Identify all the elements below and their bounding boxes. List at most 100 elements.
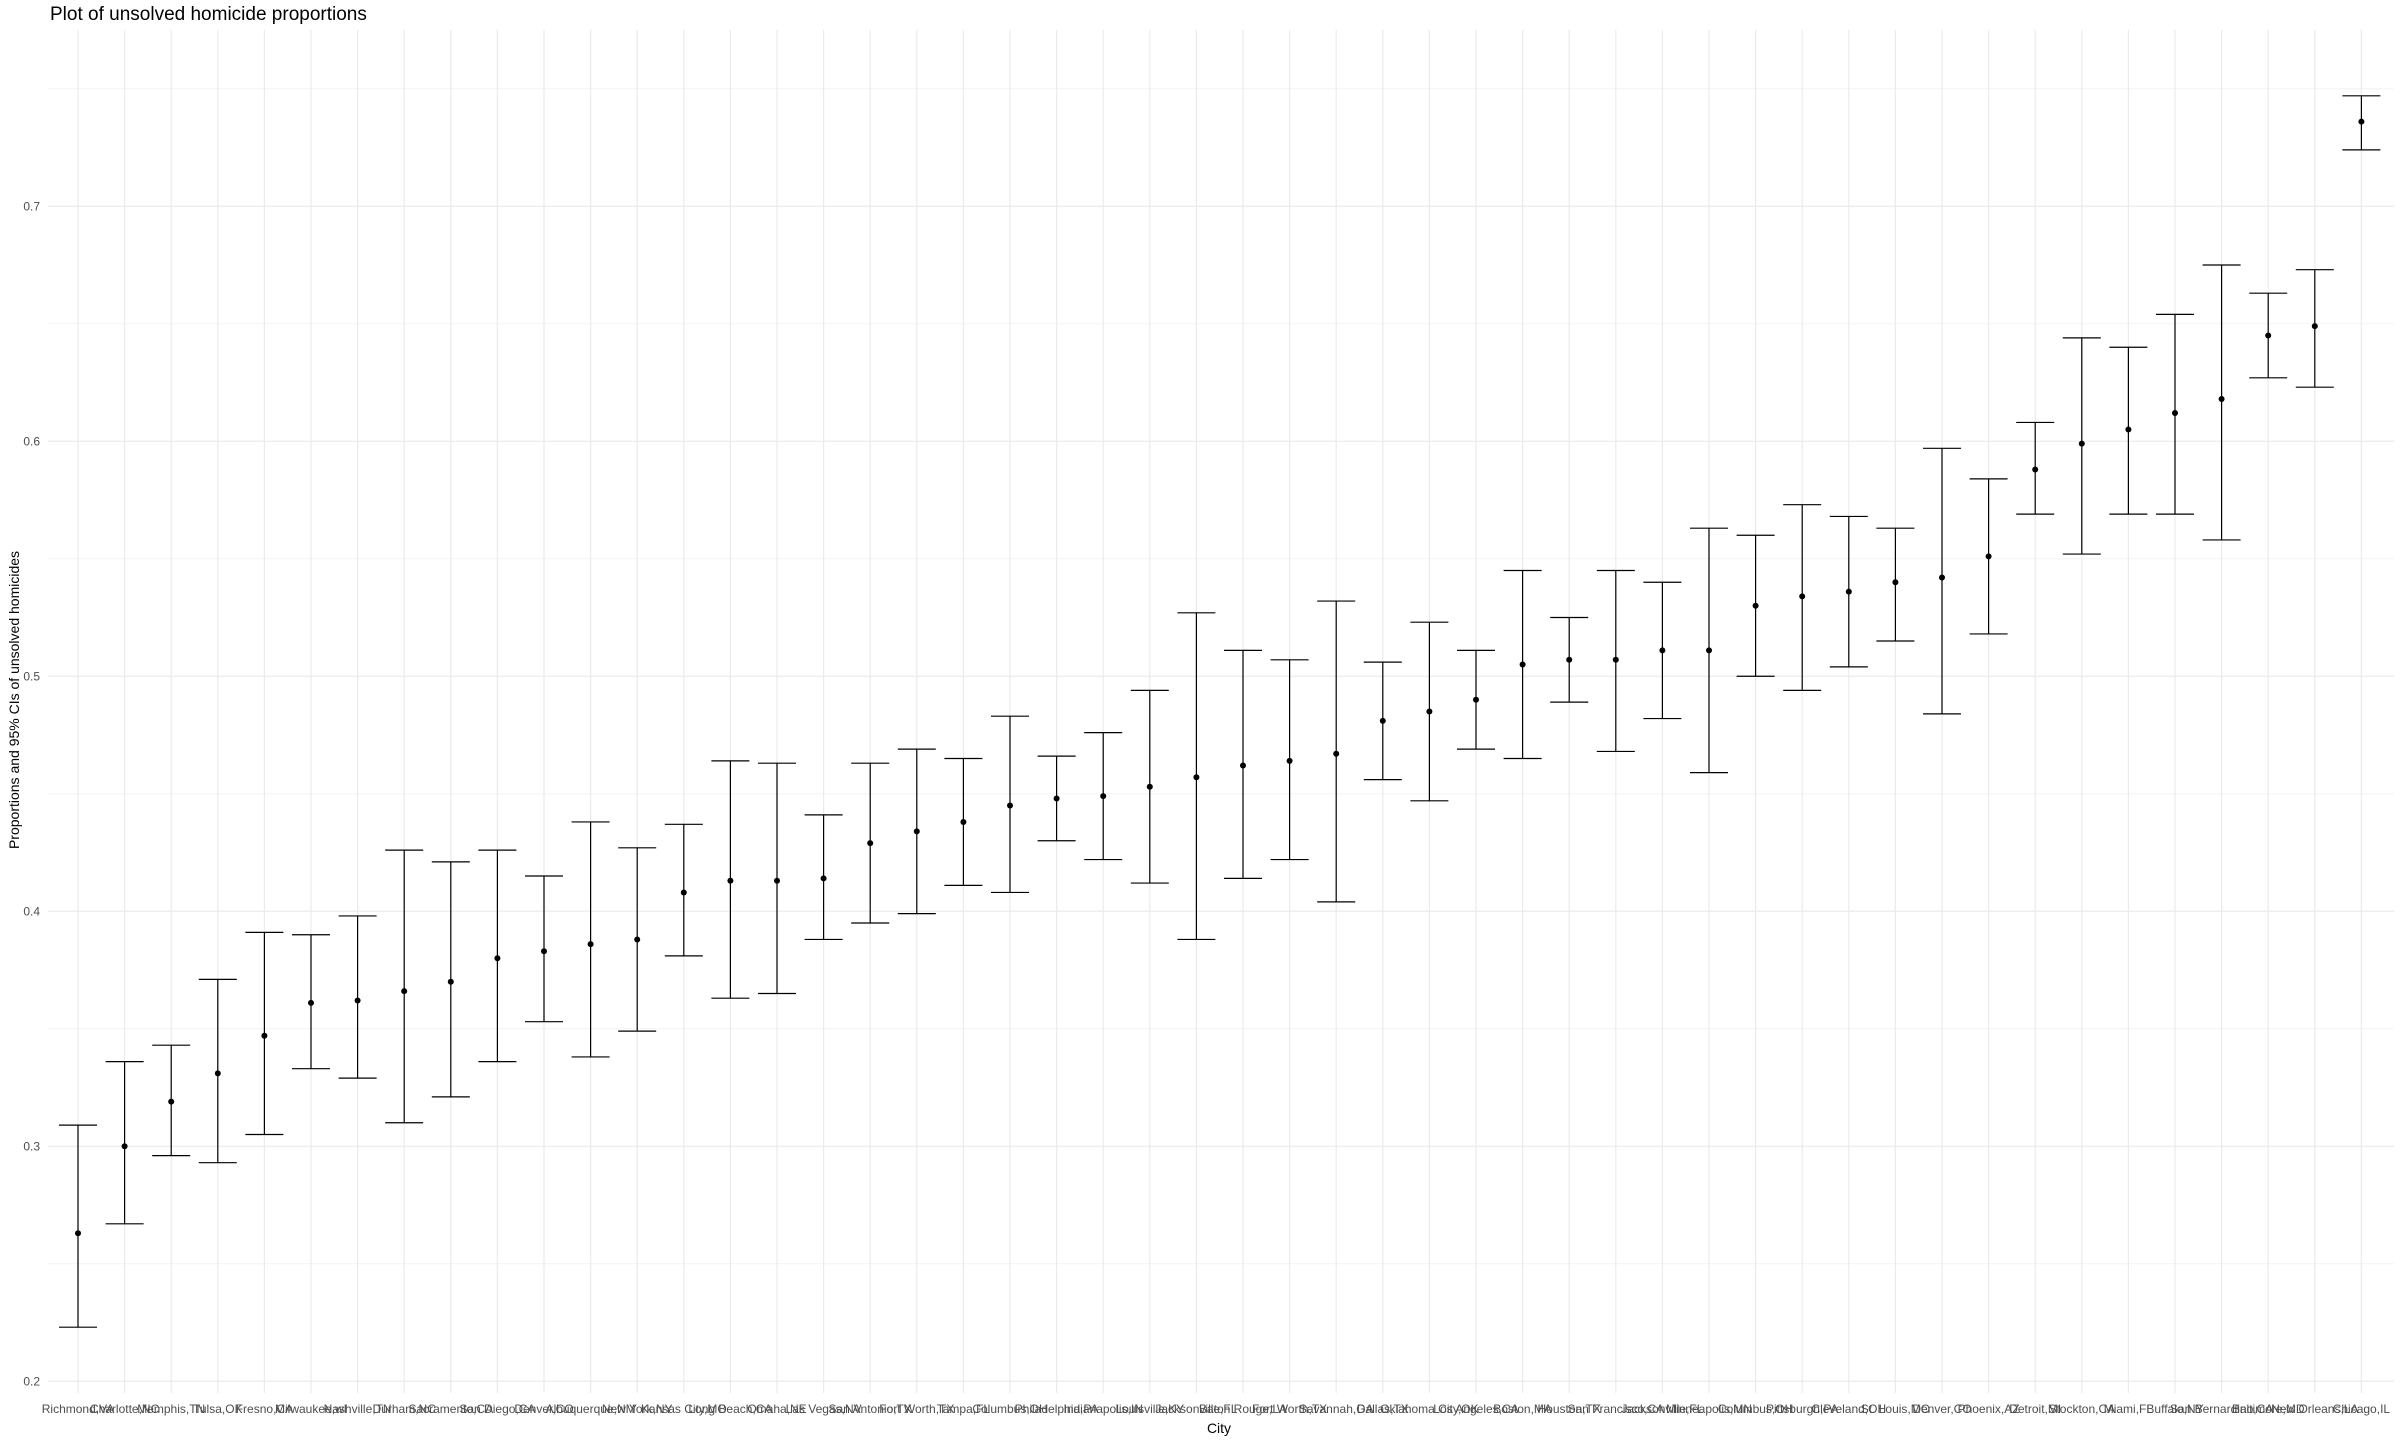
x-tick-label: Indianapolis,IN — [1064, 1402, 1143, 1416]
y-axis-title: Proportions and 95% CIs of unsolved homi… — [6, 551, 22, 849]
estimate-point — [1845, 588, 1852, 595]
estimate-point — [1519, 661, 1526, 668]
estimate-point — [2218, 395, 2225, 402]
x-tick-label: Baton Rouge,LA — [1199, 1402, 1287, 1416]
estimate-point — [774, 877, 780, 884]
estimate-point — [2311, 323, 2318, 330]
grid — [48, 30, 2394, 1393]
estimate-point — [1053, 795, 1060, 802]
estimate-point — [1659, 647, 1666, 654]
x-tick-label: Dallas,TX — [1357, 1402, 1409, 1416]
x-tick-label: San Antonio,TX — [829, 1402, 912, 1416]
estimate-point — [541, 948, 547, 955]
estimate-point — [308, 999, 314, 1006]
x-tick-label: Columbus,OH — [1718, 1402, 1793, 1416]
x-tick-label: Denver,CO — [514, 1402, 573, 1416]
estimate-point — [1892, 579, 1899, 586]
x-tick-label: Savannah,GA — [1299, 1402, 1374, 1416]
estimate-point — [1146, 783, 1153, 790]
x-tick-label: Pittsburgh,PA — [1766, 1402, 1838, 1416]
estimate-point — [634, 936, 641, 943]
x-tick-label: San Bernardino,CA — [2170, 1402, 2273, 1416]
x-tick-label: Tampa,FL — [937, 1402, 991, 1416]
points — [75, 118, 2365, 1237]
x-tick-label: Fort Worth,TX — [1252, 1402, 1327, 1416]
estimate-point — [1100, 793, 1107, 800]
estimate-point — [2125, 426, 2132, 433]
y-tick-label: 0.4 — [23, 904, 40, 918]
error-bar — [2202, 264, 2241, 541]
y-tick-label: 0.6 — [23, 434, 40, 448]
estimate-point — [727, 877, 734, 884]
y-tick-label: 0.2 — [23, 1374, 40, 1388]
estimate-point — [2265, 332, 2272, 339]
estimate-point — [1379, 717, 1386, 724]
x-tick-label: Omaha,NE — [747, 1402, 806, 1416]
estimate-point — [1985, 553, 1992, 560]
estimate-point — [2078, 440, 2085, 447]
estimate-point — [1799, 593, 1806, 600]
estimate-point — [1333, 750, 1340, 757]
estimate-point — [1193, 774, 1200, 781]
x-tick-label: Jacksonville,FL — [1621, 1402, 1703, 1416]
x-tick-label: Tulsa,OK — [193, 1402, 243, 1416]
y-tick-label: 0.5 — [23, 669, 40, 683]
error-bar — [385, 849, 424, 1124]
estimate-point — [1566, 656, 1573, 663]
y-tick-label: 0.3 — [23, 1139, 40, 1153]
x-tick-label: Baltimore,MD — [2232, 1402, 2305, 1416]
estimate-point — [447, 978, 454, 985]
estimate-point — [1612, 656, 1619, 663]
y-tick-label: 0.7 — [23, 199, 40, 213]
chart-title: Plot of unsolved homicide proportions — [50, 4, 367, 25]
x-tick-label: Albuquerque,NM — [546, 1402, 636, 1416]
x-tick-label: Fort Worth,TX — [879, 1402, 954, 1416]
estimate-point — [1473, 696, 1479, 703]
y-axis-ticks: 0.2 0.3 0.4 0.5 0.6 0.7 — [23, 199, 40, 1388]
estimate-point — [75, 1230, 81, 1237]
estimate-point — [401, 988, 408, 995]
x-tick-label: New Orleans,LA — [2271, 1402, 2358, 1416]
estimate-point — [960, 818, 967, 825]
x-tick-label: Las Vegas,NV — [786, 1402, 862, 1416]
estimate-point — [1286, 757, 1293, 764]
x-tick-label: Houston,TX — [1538, 1402, 1601, 1416]
x-tick-label: Cleveland,OH — [1811, 1402, 1886, 1416]
estimate-point — [494, 955, 501, 962]
error-bar — [59, 1124, 97, 1328]
x-tick-label: San Francisco,CA — [1567, 1402, 1664, 1416]
error-bar — [571, 821, 610, 1058]
x-tick-label: Jacksonville,FL — [1155, 1402, 1237, 1416]
x-tick-label: Fresno,CA — [236, 1402, 293, 1416]
x-tick-label: Nashville,TN — [324, 1402, 392, 1416]
estimate-point — [168, 1098, 175, 1105]
x-tick-label: Milwaukee,wI — [275, 1402, 347, 1416]
estimate-point — [354, 997, 361, 1004]
error-bar — [1923, 447, 1961, 715]
estimate-point — [1939, 574, 1945, 581]
x-tick-label: Louisville,KY — [1115, 1402, 1184, 1416]
x-tick-label: Phoenix,AZ — [1958, 1402, 2020, 1416]
x-tick-label: Philadelphia,PA — [1015, 1402, 1099, 1416]
estimate-point — [867, 840, 874, 847]
estimate-point — [913, 828, 920, 835]
x-tick-label: Los Angeles,CA — [1433, 1402, 1518, 1416]
estimate-point — [1752, 602, 1759, 609]
estimate-point — [2172, 410, 2178, 417]
estimate-point — [1007, 802, 1013, 809]
x-axis-title: City — [1207, 1420, 1231, 1436]
estimate-point — [1706, 647, 1712, 654]
error-bars — [59, 95, 2381, 1328]
x-tick-label: Buffalo,NY — [2146, 1402, 2203, 1416]
estimate-point — [121, 1143, 128, 1150]
x-tick-label: Stockton,CA — [2048, 1402, 2115, 1416]
x-tick-label: Durham,NC — [373, 1402, 437, 1416]
estimate-point — [680, 889, 687, 896]
x-tick-label: Miami,FL — [2104, 1402, 2154, 1416]
x-tick-label: Boston,MA — [1493, 1402, 1552, 1416]
estimate-point — [1426, 708, 1433, 715]
x-tick-label: Kansas City,MO — [641, 1402, 727, 1416]
x-tick-label: Richmond,VA — [42, 1402, 114, 1416]
x-tick-label: Detroit,MI — [2009, 1402, 2061, 1416]
